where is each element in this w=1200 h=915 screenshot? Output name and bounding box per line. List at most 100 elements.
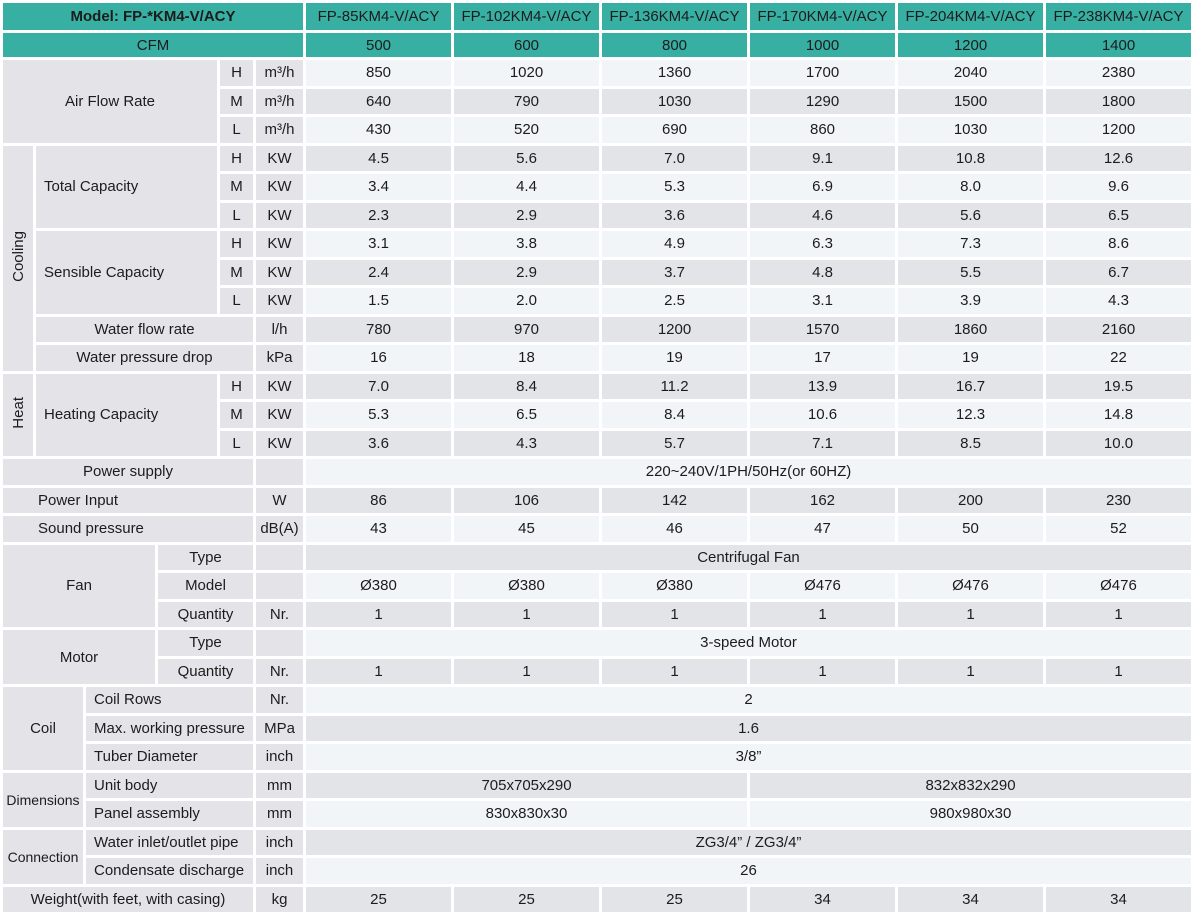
unit-cell: KW <box>253 171 306 203</box>
unit-cell: inch <box>253 855 306 887</box>
value-cell: 4.9 <box>599 228 750 260</box>
value-cell: 2.3 <box>303 199 454 231</box>
speed-cell: M <box>217 256 256 288</box>
value-cell: 13.9 <box>747 370 898 402</box>
value-cell: Ø380 <box>303 570 454 602</box>
value-cell: 2380 <box>1043 57 1194 89</box>
row-label-condensate-discharge: Condensate discharge <box>83 855 256 887</box>
table-row: Fan Type Centrifugal Fan <box>0 541 1194 630</box>
value-cell: 3.6 <box>599 199 750 231</box>
value-cell: 1290 <box>747 85 898 117</box>
value-cell: 5.3 <box>599 171 750 203</box>
value-cell: 3.8 <box>451 228 602 260</box>
section-label-motor: Motor <box>0 627 158 687</box>
cfm-value-cell: 1200 <box>895 30 1046 60</box>
unit-cell: KW <box>253 399 306 431</box>
value-cell: 4.3 <box>451 427 602 459</box>
value-cell: 7.0 <box>599 142 750 174</box>
row-label-power-supply: Power supply <box>0 456 256 488</box>
value-cell-spanned: 980x980x30 <box>747 798 1194 830</box>
row-label-max-working-pressure: Max. working pressure <box>83 712 256 744</box>
section-label-heat: Heat <box>0 370 36 459</box>
value-cell: 47 <box>747 513 898 545</box>
value-cell: 25 <box>451 883 602 915</box>
table-row: Heat Heating Capacity H KW 7.0 8.4 11.2 … <box>0 370 1194 459</box>
table-row: Condensate discharge inch 26 <box>1 855 1194 887</box>
speed-cell: M <box>217 399 256 431</box>
table-row: Coil Coil Rows Nr. 2 <box>0 684 1194 773</box>
value-cell: 106 <box>451 484 602 516</box>
value-cell: 162 <box>747 484 898 516</box>
speed-cell: M <box>217 171 256 203</box>
unit-cell-empty <box>253 541 306 573</box>
speed-cell: L <box>217 199 256 231</box>
unit-cell: KW <box>253 370 306 402</box>
unit-cell: KW <box>253 427 306 459</box>
table-row: Connection Water inlet/outlet pipe inch … <box>0 826 1194 887</box>
value-cell: 34 <box>1043 883 1194 915</box>
value-cell: 970 <box>451 313 602 345</box>
value-cell: 10.8 <box>895 142 1046 174</box>
model-header-cell: FP-170KM4-V/ACY <box>747 0 898 33</box>
value-cell: 4.4 <box>451 171 602 203</box>
cfm-value-cell: 600 <box>451 30 602 60</box>
value-cell: 25 <box>303 883 454 915</box>
value-cell: 34 <box>895 883 1046 915</box>
value-cell: 17 <box>747 342 898 374</box>
value-cell-spanned: Centrifugal Fan <box>303 541 1194 573</box>
row-label-sound-pressure: Sound pressure <box>0 513 256 545</box>
value-cell: 200 <box>895 484 1046 516</box>
value-cell: 1 <box>747 598 898 630</box>
table-row: Quantity Nr. 1 1 1 1 1 1 <box>1 655 1194 687</box>
value-cell-spanned: 26 <box>303 855 1194 887</box>
value-cell: 43 <box>303 513 454 545</box>
value-cell: 1200 <box>599 313 750 345</box>
value-cell: 2.4 <box>303 256 454 288</box>
table-row: Weight(with feet, with casing) kg 25 25 … <box>0 883 1194 915</box>
speed-cell: L <box>217 427 256 459</box>
row-label-power-input: Power Input <box>0 484 256 516</box>
speed-cell: M <box>217 85 256 117</box>
value-cell: 7.1 <box>747 427 898 459</box>
value-cell: 8.0 <box>895 171 1046 203</box>
table-row: Dimensions Unit body mm 705x705x290 832x… <box>0 769 1194 830</box>
unit-cell: inch <box>253 741 306 773</box>
value-cell: 50 <box>895 513 1046 545</box>
row-label-water-inlet-outlet-pipe: Water inlet/outlet pipe <box>83 826 256 858</box>
unit-cell: dB(A) <box>253 513 306 545</box>
value-cell: 14.8 <box>1043 399 1194 431</box>
unit-cell: inch <box>253 826 306 858</box>
section-label-connection: Connection <box>0 826 86 887</box>
value-cell-spanned: 830x830x30 <box>303 798 750 830</box>
cooling-vertical-label: Cooling <box>9 230 27 282</box>
value-cell: 790 <box>451 85 602 117</box>
value-cell: 22 <box>1043 342 1194 374</box>
value-cell: 9.1 <box>747 142 898 174</box>
value-cell: 45 <box>451 513 602 545</box>
row-label-tuber-diameter: Tuber Diameter <box>83 741 256 773</box>
value-cell: 12.6 <box>1043 142 1194 174</box>
value-cell: 10.6 <box>747 399 898 431</box>
value-cell: 1 <box>451 655 602 687</box>
value-cell: 1 <box>303 655 454 687</box>
value-cell: 6.9 <box>747 171 898 203</box>
value-cell: 5.6 <box>895 199 1046 231</box>
cfm-header-row: CFM 500 600 800 1000 1200 1400 <box>0 30 1194 60</box>
value-cell: Ø476 <box>1043 570 1194 602</box>
value-cell: 3.6 <box>303 427 454 459</box>
value-cell: 2.0 <box>451 285 602 317</box>
value-cell: 11.2 <box>599 370 750 402</box>
value-cell-spanned: 3/8” <box>303 741 1194 773</box>
value-cell: 10.0 <box>1043 427 1194 459</box>
value-cell: Ø476 <box>895 570 1046 602</box>
value-cell: 430 <box>303 114 454 146</box>
value-cell: 18 <box>451 342 602 374</box>
model-header-cell: FP-85KM4-V/ACY <box>303 0 454 33</box>
value-cell: 2.9 <box>451 256 602 288</box>
value-cell: 7.3 <box>895 228 1046 260</box>
value-cell: 3.4 <box>303 171 454 203</box>
value-cell-spanned: 3-speed Motor <box>303 627 1194 659</box>
unit-cell: KW <box>253 142 306 174</box>
table-row: Air Flow Rate H m³/h 850 1020 1360 1700 … <box>0 57 1194 146</box>
